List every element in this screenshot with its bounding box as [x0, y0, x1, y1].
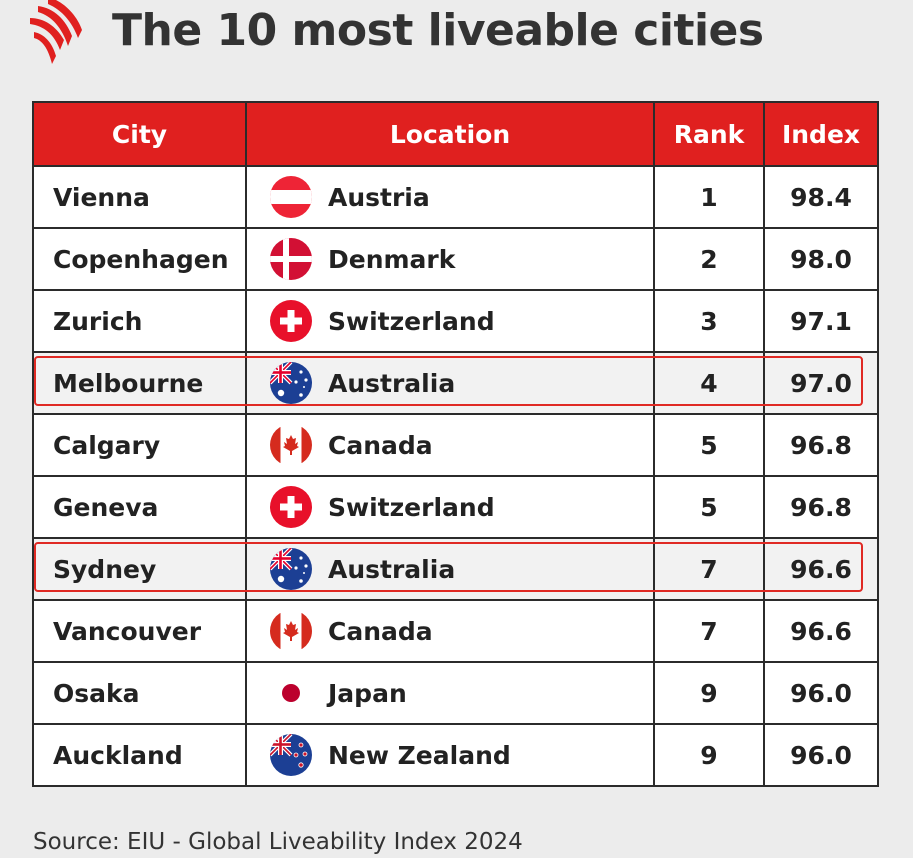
index-cell: 96.0 — [763, 661, 879, 725]
location-label: Australia — [328, 554, 456, 584]
japan-flag-icon — [270, 672, 312, 714]
location-cell: Switzerland — [245, 475, 655, 539]
rank-cell: 5 — [653, 413, 765, 477]
switzerland-flag-icon — [270, 486, 312, 528]
city-cell: Geneva — [32, 475, 247, 539]
city-cell: Osaka — [32, 661, 247, 725]
location-cell: Japan — [245, 661, 655, 725]
rank-cell: 7 — [653, 599, 765, 663]
location-cell: Denmark — [245, 227, 655, 291]
index-cell: 97.1 — [763, 289, 879, 353]
column-header: City — [32, 101, 247, 167]
page-title: The 10 most liveable cities — [112, 5, 764, 56]
table-row: Osaka Japan 9 96.0 — [32, 661, 879, 725]
index-cell: 96.6 — [763, 537, 879, 601]
location-label: Denmark — [328, 244, 456, 274]
table-row: Sydney Australia 7 96.6 — [32, 537, 879, 601]
city-cell: Vancouver — [32, 599, 247, 663]
location-label: Switzerland — [328, 492, 495, 522]
location-cell: Canada — [245, 599, 655, 663]
new-zealand-flag-icon — [270, 734, 312, 776]
australia-flag-icon — [270, 362, 312, 404]
index-cell: 96.8 — [763, 413, 879, 477]
liveable-cities-table: City Location Rank Index Vienna Austria 1 9… — [32, 101, 879, 787]
location-label: Austria — [328, 182, 430, 212]
city-cell: Sydney — [32, 537, 247, 601]
rank-cell: 1 — [653, 165, 765, 229]
rank-cell: 9 — [653, 661, 765, 725]
location-cell: Australia — [245, 537, 655, 601]
table-row: Geneva Switzerland 5 96.8 — [32, 475, 879, 539]
canada-flag-icon — [270, 610, 312, 652]
location-label: Switzerland — [328, 306, 495, 336]
table-row: Vienna Austria 1 98.4 — [32, 165, 879, 229]
column-header: Index — [763, 101, 879, 167]
location-cell: New Zealand — [245, 723, 655, 787]
location-label: Japan — [328, 678, 407, 708]
austria-flag-icon — [270, 176, 312, 218]
table-row: Melbourne Australia 4 97.0 — [32, 351, 879, 415]
location-cell: Switzerland — [245, 289, 655, 353]
table-row: Copenhagen Denmark 2 98.0 — [32, 227, 879, 291]
location-label: Canada — [328, 616, 433, 646]
index-cell: 96.8 — [763, 475, 879, 539]
source-note: Source: EIU - Global Liveability Index 2… — [33, 829, 523, 855]
rank-cell: 2 — [653, 227, 765, 291]
rank-cell: 7 — [653, 537, 765, 601]
index-cell: 97.0 — [763, 351, 879, 415]
canada-flag-icon — [270, 424, 312, 466]
rank-cell: 9 — [653, 723, 765, 787]
location-label: Australia — [328, 368, 456, 398]
location-cell: Australia — [245, 351, 655, 415]
table-header-row: City Location Rank Index — [32, 101, 879, 167]
location-label: Canada — [328, 430, 433, 460]
city-cell: Melbourne — [32, 351, 247, 415]
table-row: Zurich Switzerland 3 97.1 — [32, 289, 879, 353]
switzerland-flag-icon — [270, 300, 312, 342]
table-row: Calgary Canada 5 96.8 — [32, 413, 879, 477]
rank-cell: 3 — [653, 289, 765, 353]
city-cell: Copenhagen — [32, 227, 247, 291]
location-cell: Austria — [245, 165, 655, 229]
location-label: New Zealand — [328, 740, 511, 770]
city-cell: Zurich — [32, 289, 247, 353]
sbs-logo-icon — [26, 0, 88, 66]
city-cell: Auckland — [32, 723, 247, 787]
table-row: Auckland New Zealand 9 96.0 — [32, 723, 879, 787]
column-header: Rank — [653, 101, 765, 167]
city-cell: Vienna — [32, 165, 247, 229]
rank-cell: 5 — [653, 475, 765, 539]
column-header: Location — [245, 101, 655, 167]
city-cell: Calgary — [32, 413, 247, 477]
table-row: Vancouver Canada 7 96.6 — [32, 599, 879, 663]
location-cell: Canada — [245, 413, 655, 477]
index-cell: 96.6 — [763, 599, 879, 663]
index-cell: 96.0 — [763, 723, 879, 787]
rank-cell: 4 — [653, 351, 765, 415]
australia-flag-icon — [270, 548, 312, 590]
denmark-flag-icon — [270, 238, 312, 280]
index-cell: 98.4 — [763, 165, 879, 229]
index-cell: 98.0 — [763, 227, 879, 291]
